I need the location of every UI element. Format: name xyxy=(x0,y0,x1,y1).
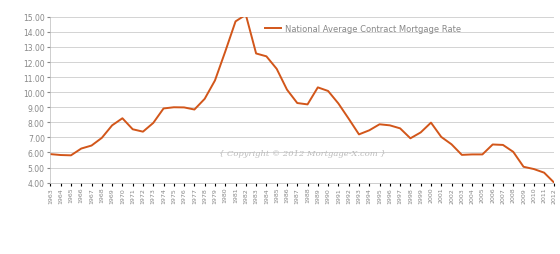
National Average Contract Mortgage Rate xyxy=(407,137,414,140)
National Average Contract Mortgage Rate xyxy=(139,131,146,134)
National Average Contract Mortgage Rate xyxy=(438,136,445,139)
National Average Contract Mortgage Rate xyxy=(448,143,455,146)
National Average Contract Mortgage Rate xyxy=(551,182,558,185)
National Average Contract Mortgage Rate xyxy=(396,127,403,130)
National Average Contract Mortgage Rate xyxy=(242,14,249,17)
National Average Contract Mortgage Rate xyxy=(417,131,424,134)
National Average Contract Mortgage Rate xyxy=(479,153,486,156)
National Average Contract Mortgage Rate xyxy=(99,137,105,140)
National Average Contract Mortgage Rate xyxy=(109,124,115,127)
National Average Contract Mortgage Rate xyxy=(283,89,290,92)
National Average Contract Mortgage Rate xyxy=(510,151,517,154)
National Average Contract Mortgage Rate xyxy=(459,154,465,157)
National Average Contract Mortgage Rate xyxy=(160,107,167,110)
National Average Contract Mortgage Rate xyxy=(489,143,496,146)
National Average Contract Mortgage Rate xyxy=(366,129,372,132)
National Average Contract Mortgage Rate xyxy=(57,154,64,157)
National Average Contract Mortgage Rate xyxy=(273,68,280,71)
Line: National Average Contract Mortgage Rate: National Average Contract Mortgage Rate xyxy=(50,16,554,183)
National Average Contract Mortgage Rate xyxy=(232,21,239,24)
National Average Contract Mortgage Rate xyxy=(212,80,218,83)
National Average Contract Mortgage Rate xyxy=(428,122,435,125)
National Average Contract Mortgage Rate xyxy=(469,153,475,156)
National Average Contract Mortgage Rate xyxy=(253,53,259,56)
National Average Contract Mortgage Rate xyxy=(78,147,85,150)
National Average Contract Mortgage Rate xyxy=(325,90,332,93)
National Average Contract Mortgage Rate xyxy=(47,153,54,156)
Text: { Copyright © 2012 Mortgage-X.com }: { Copyright © 2012 Mortgage-X.com } xyxy=(219,149,386,157)
National Average Contract Mortgage Rate xyxy=(346,118,352,121)
National Average Contract Mortgage Rate xyxy=(335,103,342,106)
National Average Contract Mortgage Rate xyxy=(500,144,506,147)
National Average Contract Mortgage Rate xyxy=(170,106,177,109)
National Average Contract Mortgage Rate xyxy=(222,51,228,54)
National Average Contract Mortgage Rate xyxy=(263,56,270,59)
National Average Contract Mortgage Rate xyxy=(181,106,188,109)
National Average Contract Mortgage Rate xyxy=(315,87,321,90)
National Average Contract Mortgage Rate xyxy=(376,123,383,126)
National Average Contract Mortgage Rate xyxy=(129,128,136,131)
Legend: National Average Contract Mortgage Rate: National Average Contract Mortgage Rate xyxy=(262,22,464,38)
National Average Contract Mortgage Rate xyxy=(191,108,198,112)
National Average Contract Mortgage Rate xyxy=(68,154,74,157)
National Average Contract Mortgage Rate xyxy=(202,98,208,101)
National Average Contract Mortgage Rate xyxy=(119,117,126,120)
National Average Contract Mortgage Rate xyxy=(386,124,393,127)
National Average Contract Mortgage Rate xyxy=(150,122,157,125)
National Average Contract Mortgage Rate xyxy=(356,133,362,136)
National Average Contract Mortgage Rate xyxy=(520,166,527,169)
National Average Contract Mortgage Rate xyxy=(530,168,537,171)
National Average Contract Mortgage Rate xyxy=(294,102,301,105)
National Average Contract Mortgage Rate xyxy=(88,145,95,148)
National Average Contract Mortgage Rate xyxy=(541,171,548,174)
National Average Contract Mortgage Rate xyxy=(304,103,311,106)
